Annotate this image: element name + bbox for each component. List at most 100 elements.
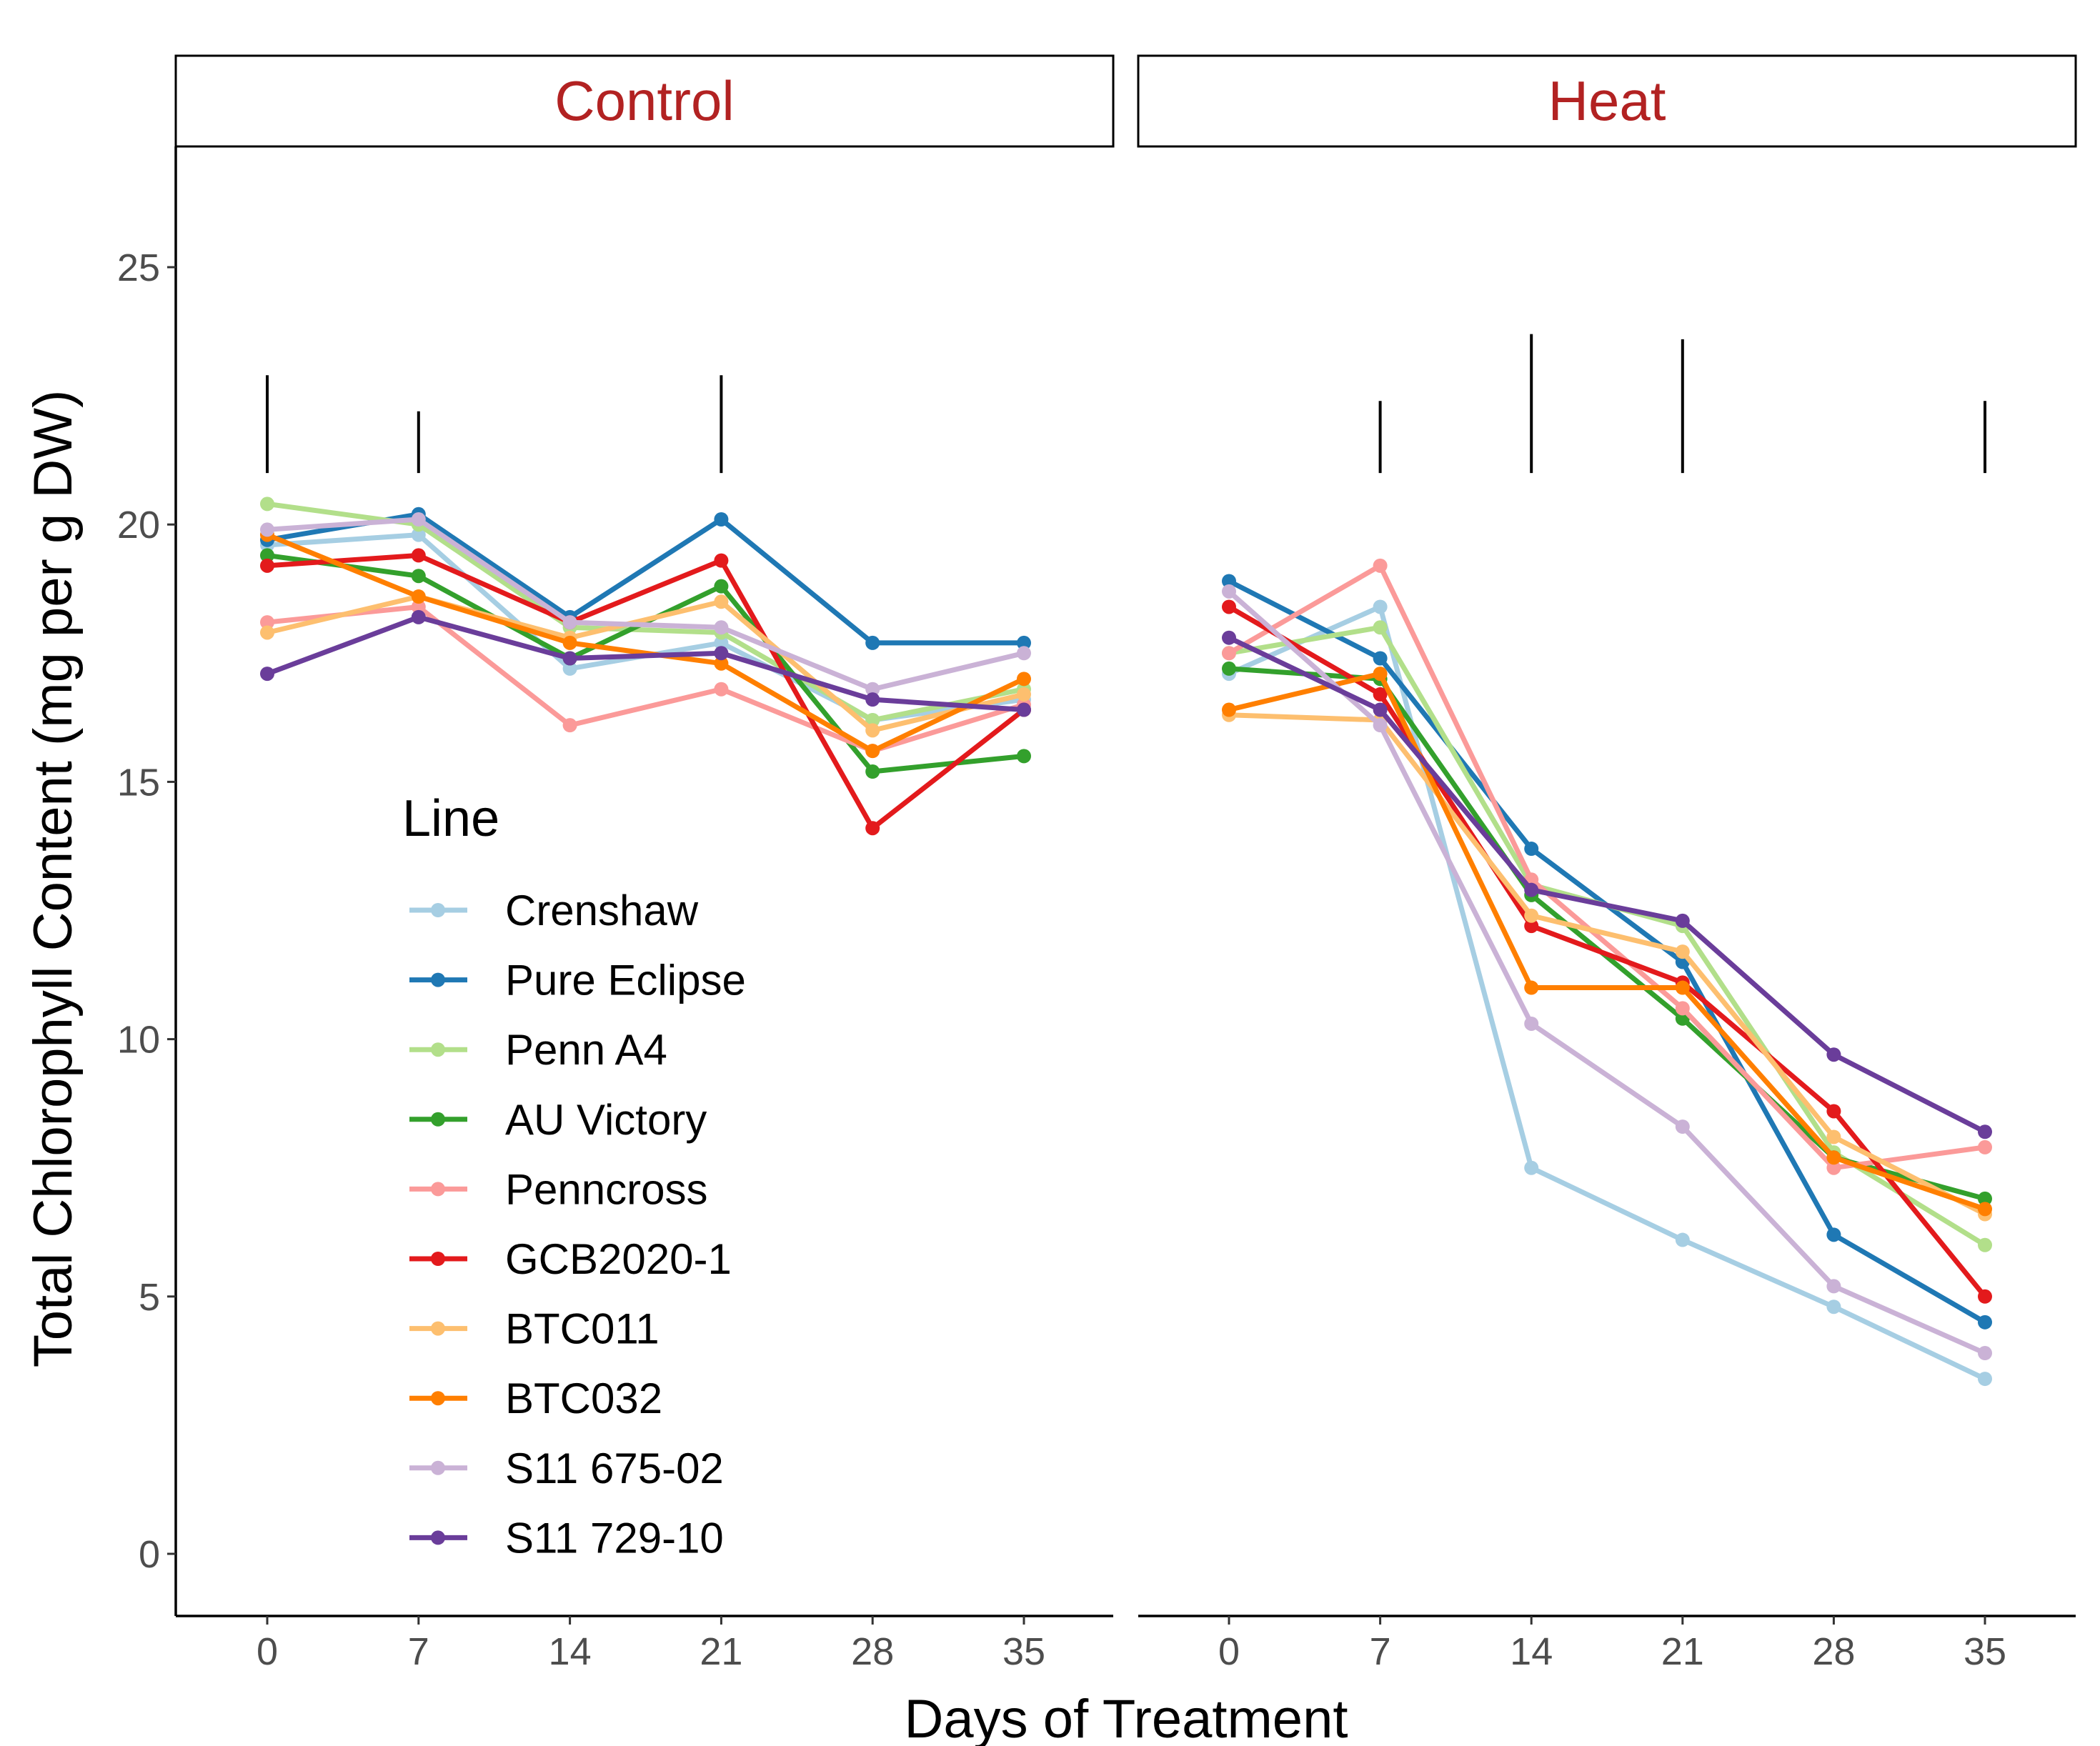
x-tick-label: 14 [549, 1630, 592, 1673]
x-tick-label: 0 [257, 1630, 278, 1673]
data-point [1978, 1346, 1992, 1361]
data-point [1978, 1202, 1992, 1217]
legend-label: Penncross [505, 1165, 707, 1213]
data-point [1826, 1160, 1841, 1175]
data-point [865, 723, 880, 738]
data-point [865, 692, 880, 707]
series-penncross [1222, 558, 1992, 1175]
data-point [1222, 584, 1236, 599]
series-btc011 [1222, 707, 1992, 1222]
legend-key-point [431, 1182, 445, 1197]
series-line [267, 604, 1025, 754]
data-point [1017, 687, 1031, 702]
data-point [260, 558, 274, 573]
legend-key-point [431, 1042, 445, 1057]
data-point [1373, 702, 1388, 717]
series-line [266, 614, 1025, 713]
data-point [1524, 882, 1539, 897]
data-point [865, 712, 880, 727]
series-line [267, 594, 1025, 733]
data-point [562, 635, 577, 650]
data-point [1524, 1160, 1539, 1175]
legend-item: S11 729-10 [409, 1514, 724, 1562]
series-line [1227, 589, 1986, 1356]
strip-label: Heat [1548, 69, 1666, 132]
y-tick-label: 0 [139, 1533, 160, 1576]
data-point [562, 651, 577, 666]
legend-item: S11 675-02 [409, 1445, 724, 1492]
legend-title: Line [402, 790, 499, 847]
series-line [267, 552, 1026, 831]
data-point [260, 548, 274, 563]
series-gcb2020-1 [260, 548, 1031, 836]
data-point [1017, 646, 1031, 661]
data-point [1373, 558, 1388, 573]
data-point [865, 764, 880, 779]
legend-key-point [431, 1530, 445, 1545]
data-point [1826, 1299, 1841, 1315]
y-tick-label: 15 [117, 761, 160, 804]
series-line [1228, 635, 1986, 1134]
data-point [411, 527, 426, 542]
data-point [714, 656, 729, 671]
data-point [714, 682, 729, 697]
data-point [1978, 1124, 1992, 1139]
legend-item: Penncross [409, 1165, 707, 1213]
series-line [1228, 604, 1986, 1382]
data-point [260, 625, 274, 640]
legend-label: BTC011 [505, 1305, 660, 1353]
series-line [266, 532, 1025, 754]
series-btc032 [260, 527, 1031, 759]
series-au-victory [260, 548, 1031, 779]
data-point [1524, 1016, 1539, 1031]
data-point [1222, 702, 1236, 717]
x-tick-label: 7 [408, 1630, 429, 1673]
data-point [1826, 1047, 1841, 1062]
data-point [1675, 1232, 1690, 1247]
data-point [1826, 1104, 1841, 1119]
series-btc032 [1222, 667, 1992, 1217]
data-point [411, 599, 426, 614]
data-point [1524, 980, 1539, 995]
strip-box [174, 54, 1115, 148]
legend-label: GCB2020-1 [505, 1235, 732, 1283]
data-point [1524, 919, 1539, 934]
series-line [1228, 671, 1986, 1212]
panel-heat: Heat 0 7 14 21 28 35 [1137, 54, 2077, 1673]
data-point [714, 646, 729, 661]
data-point [714, 579, 729, 594]
data-point [714, 512, 729, 527]
series-line [1228, 712, 1986, 1217]
legend: Line Crenshaw Pure Eclipse Penn A4 AU Victo… [402, 790, 746, 1562]
legend-item: BTC032 [409, 1375, 662, 1422]
x-tick-label: 21 [700, 1630, 742, 1673]
data-point [1222, 630, 1236, 645]
series-s11-729-10 [260, 609, 1031, 717]
x-tick-label: 14 [1510, 1630, 1553, 1673]
data-point [1524, 908, 1539, 923]
legend-item: GCB2020-1 [409, 1235, 732, 1283]
data-point [1978, 1289, 1992, 1304]
series-line [267, 532, 1025, 723]
data-point [1222, 646, 1236, 661]
data-point [1826, 1227, 1841, 1242]
legend-label: BTC032 [505, 1375, 662, 1422]
panel-control: Control 0 5 10 15 20 25 0 7 14 21 28 35 [117, 54, 1115, 1673]
data-point [1373, 599, 1388, 614]
y-axis-title: Total Chlorophyll Content (mg per g DW) [23, 390, 84, 1368]
data-point [1826, 1129, 1841, 1144]
legend-item: AU Victory [409, 1096, 707, 1144]
legend-label: Penn A4 [505, 1026, 667, 1074]
data-point [260, 522, 274, 537]
data-point [1978, 1139, 1992, 1154]
data-point [865, 635, 880, 650]
data-point [1675, 1119, 1690, 1134]
x-tick-label: 7 [1370, 1630, 1391, 1673]
data-point [1826, 1279, 1841, 1294]
data-point [1675, 913, 1690, 928]
data-point [1978, 1191, 1992, 1206]
y-tick-label: 5 [139, 1276, 160, 1319]
y-tick-label: 25 [117, 246, 160, 289]
data-point [1978, 1372, 1992, 1387]
